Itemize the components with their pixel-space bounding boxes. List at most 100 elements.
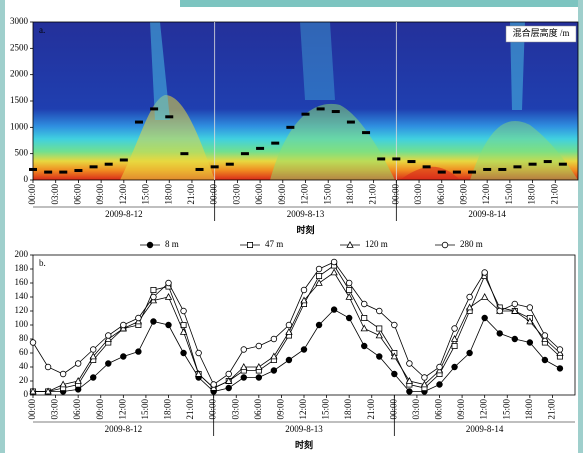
x-tick-label: 12:00 (118, 184, 128, 205)
marker (194, 369, 203, 377)
mlh-point (240, 152, 249, 156)
marker (406, 360, 413, 367)
heatmap (33, 22, 578, 180)
x-tick-label: 03:00 (411, 399, 421, 420)
marker (255, 374, 263, 381)
mlh-point (558, 162, 567, 166)
x-tick-label: 12:00 (300, 184, 310, 205)
mlh-point (498, 167, 507, 171)
marker (375, 331, 383, 339)
marker (59, 370, 67, 378)
mlh-point (316, 107, 325, 111)
marker (441, 241, 449, 249)
marker (150, 293, 157, 301)
marker (90, 346, 97, 353)
x-tick-label: 06:00 (254, 184, 264, 205)
x-tick-label: 18:00 (345, 184, 355, 205)
marker (541, 332, 549, 339)
marker (330, 268, 338, 276)
x-tick-label: 09:00 (277, 184, 287, 205)
heatmap-plume (470, 120, 578, 180)
x-tick-label: 00:00 (27, 184, 37, 205)
x-tick-label: 00:00 (209, 184, 219, 205)
mlh-point (74, 169, 83, 173)
marker (526, 317, 534, 325)
x-tick-label: 12:00 (481, 184, 491, 205)
y-tick-label: 20 (19, 375, 29, 385)
marker (466, 349, 473, 357)
date-label: 2009-8-14 (466, 424, 504, 434)
x-tick-label: 21:00 (546, 399, 556, 420)
y-tick-label: 200 (15, 249, 29, 259)
mlh-point (180, 152, 189, 156)
y-tick-label: 160 (15, 277, 29, 287)
x-tick-label: 00:00 (388, 399, 398, 420)
marker (420, 380, 429, 388)
marker (436, 381, 443, 388)
marker (44, 363, 52, 371)
mlh-point (468, 170, 477, 174)
marker (146, 241, 154, 249)
marker (240, 362, 248, 370)
marker (180, 349, 187, 357)
marker (225, 370, 232, 378)
marker (361, 314, 368, 321)
y-tick-label: 120 (15, 305, 29, 315)
marker (481, 314, 488, 322)
marker (285, 327, 293, 335)
y-tick-label: 1500 (10, 95, 29, 105)
marker (29, 339, 37, 346)
y-tick-label: 100 (15, 319, 29, 329)
x-tick-label: 15:00 (321, 399, 331, 420)
y-tick-label: 80 (19, 333, 29, 343)
mlh-point (407, 160, 416, 164)
marker (361, 300, 368, 308)
mlh-point (256, 146, 265, 150)
marker (285, 321, 293, 329)
x-tick-label: 21:00 (186, 184, 196, 205)
legend-box (505, 25, 577, 43)
marker (150, 286, 157, 293)
marker (391, 321, 398, 329)
x-tick-label: 18:00 (524, 399, 534, 420)
marker (511, 300, 518, 308)
mlh-point (543, 160, 552, 164)
x-tick-label: 21:00 (366, 399, 376, 420)
x-tick-label: 18:00 (163, 184, 173, 205)
mlh-point (59, 170, 68, 174)
marker (270, 335, 278, 343)
marker (330, 258, 338, 266)
marker (481, 269, 488, 276)
marker (195, 349, 202, 357)
y-tick-label: 40 (19, 361, 29, 371)
marker (360, 324, 368, 332)
marker (496, 307, 503, 315)
x-tick-label: 21:00 (549, 184, 559, 205)
mlh-point (150, 107, 159, 111)
marker (165, 279, 172, 287)
x-tick-label: 09:00 (275, 399, 285, 420)
x-tick-label: 06:00 (434, 399, 444, 420)
y-tick-label: 60 (19, 347, 29, 357)
mlh-point (134, 120, 143, 124)
x-tick-label: 12:00 (479, 399, 489, 420)
marker (526, 304, 534, 311)
panel-label: a. (39, 25, 45, 35)
marker (466, 293, 473, 301)
marker (180, 307, 187, 315)
marker (480, 292, 489, 300)
marker (451, 363, 458, 371)
x-tick-label: 03:00 (231, 184, 241, 205)
legend-label: 混合层高度 /m (513, 27, 570, 38)
x-tick-label: 00:00 (208, 399, 218, 420)
x-tick-label: 00:00 (390, 184, 400, 205)
marker (376, 353, 383, 360)
marker (315, 278, 323, 286)
legend-label: 120 m (365, 239, 388, 249)
x-tick-label: 09:00 (95, 184, 105, 205)
marker (179, 327, 188, 335)
mlh-point (210, 165, 219, 169)
legend-label: 280 m (460, 239, 483, 249)
marker (451, 342, 458, 349)
